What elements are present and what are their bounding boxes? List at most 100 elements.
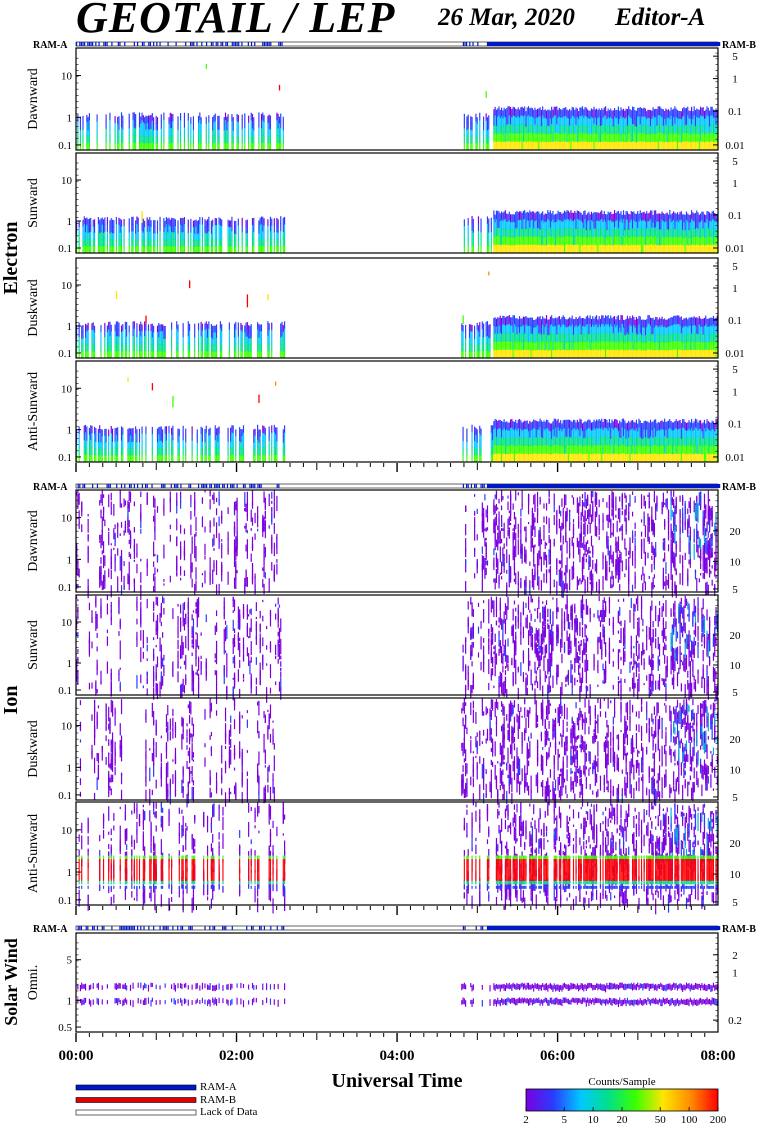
ram-bar-segment: [116, 484, 117, 488]
ram-bar-segment: [131, 926, 132, 930]
ram-bar-segment: [180, 926, 181, 930]
ram-bar-segment: [148, 926, 149, 930]
ram-bar-segment: [257, 484, 258, 488]
ram-a-label: RAM-A: [33, 482, 68, 493]
ram-bar-segment: [177, 484, 178, 488]
ram-bar-segment: [463, 926, 464, 930]
ram-bar-segment: [214, 926, 215, 930]
ram-bar-segment: [267, 42, 268, 46]
ram-bar-segment: [249, 484, 250, 488]
left-tick-label: 0.1: [58, 895, 72, 907]
ram-bar-segment: [464, 926, 465, 930]
ram-bar-segment: [216, 484, 217, 488]
ram-bar-segment: [203, 484, 204, 488]
x-axis-title: Universal Time: [332, 1070, 463, 1092]
time-tick-label: 06:00: [540, 1048, 575, 1064]
spectrogram-cells: [76, 595, 718, 704]
ram-bar-segment: [79, 484, 80, 488]
ram-bar-segment: [103, 42, 104, 46]
ram-bar-segment: [129, 484, 130, 488]
colorbar-tick-label: 10: [588, 1114, 600, 1126]
ram-bar-segment: [484, 484, 485, 488]
ram-bar-segment: [283, 926, 284, 930]
left-tick-label: 10: [61, 280, 73, 292]
ram-bar-segment: [76, 42, 77, 46]
panel-label: Dawnward: [26, 510, 41, 571]
ram-bar-segment: [480, 484, 481, 488]
ram-bar-segment: [270, 926, 271, 930]
group-label-solar-wind: Solar Wind: [1, 938, 21, 1026]
ram-bar-segment: [161, 484, 162, 488]
ram-bar-segment: [222, 42, 223, 46]
ram-bar-segment: [134, 926, 135, 930]
ram-bar-segment: [106, 42, 107, 46]
panel-label: Dawnward: [26, 68, 41, 129]
ram-bar-segment: [251, 926, 252, 930]
ram-bar-segment: [166, 926, 167, 930]
ram-bar-segment: [232, 926, 233, 930]
ram-bar-segment: [119, 926, 120, 930]
ram-bar-segment: [137, 484, 138, 488]
ram-bar-segment: [164, 926, 165, 930]
left-tick-label: 0.1: [58, 348, 72, 360]
panel-label: Duskward: [26, 279, 41, 337]
ram-bar-segment: [143, 926, 144, 930]
right-tick-label: 0.1: [728, 315, 742, 327]
right-tick-label: 5: [732, 687, 738, 699]
right-tick-label: 0.1: [728, 419, 742, 431]
ram-bar-segment: [171, 484, 172, 488]
ram-bar-segment: [106, 484, 107, 488]
left-tick-label: 1: [67, 867, 73, 879]
ram-bar-segment: [264, 42, 265, 46]
ram-bar-segment: [204, 926, 205, 930]
right-tick-label: 5: [732, 584, 738, 596]
ram-bar-segment: [90, 42, 91, 46]
ram-bar-segment: [251, 484, 252, 488]
legend-ram-a-label: RAM-A: [200, 1081, 237, 1093]
spectrogram-cells: [76, 377, 718, 462]
ram-bar-segment: [140, 926, 141, 930]
ram-bar-segment: [277, 484, 278, 488]
ram-a-label: RAM-A: [33, 40, 68, 51]
left-tick-label: 10: [61, 71, 73, 83]
ram-bar-segment: [108, 484, 109, 488]
right-tick-label: 5: [732, 261, 738, 273]
ram-bar-segment: [97, 926, 98, 930]
ram-bar-segment: [134, 42, 135, 46]
ram-bar-segment: [92, 42, 93, 46]
left-tick-label: 0.5: [58, 1022, 72, 1034]
ram-bar-segment: [137, 926, 138, 930]
ram-bar-segment: [482, 484, 483, 488]
ram-bar-segment: [110, 484, 111, 488]
ram-bar-segment: [123, 926, 124, 930]
ram-bar-segment: [277, 926, 278, 930]
group-label-electron: Electron: [0, 222, 22, 295]
ram-bar-segment: [482, 926, 483, 930]
legend-swatch-ram-a: [76, 1085, 196, 1090]
time-axis-row: [76, 906, 705, 915]
ram-bar-segment: [182, 926, 183, 930]
ram-bar-segment: [97, 484, 98, 488]
ram-bar-segment: [235, 42, 236, 46]
ram-bar-segment: [119, 42, 120, 46]
ram-bar-segment: [241, 42, 242, 46]
ram-bar-segment: [261, 484, 262, 488]
ram-bar-segment: [281, 42, 282, 46]
ram-bar-segment: [124, 926, 125, 930]
ram-bar-segment: [227, 484, 228, 488]
time-tick-label: 04:00: [380, 1048, 415, 1064]
ram-bar-segment: [225, 926, 226, 930]
left-tick-label: 1: [67, 554, 73, 566]
right-tick-label: 20: [730, 734, 742, 746]
left-tick-label: 1: [67, 425, 73, 437]
ram-bar-segment: [237, 484, 238, 488]
right-tick-label: 0.1: [728, 106, 742, 118]
ram-bar-segment: [188, 926, 189, 930]
ram-bar-segment: [474, 484, 475, 488]
right-tick-label: 0.1: [728, 210, 742, 222]
ram-bar-segment: [248, 42, 249, 46]
ram-bar-segment: [238, 42, 239, 46]
